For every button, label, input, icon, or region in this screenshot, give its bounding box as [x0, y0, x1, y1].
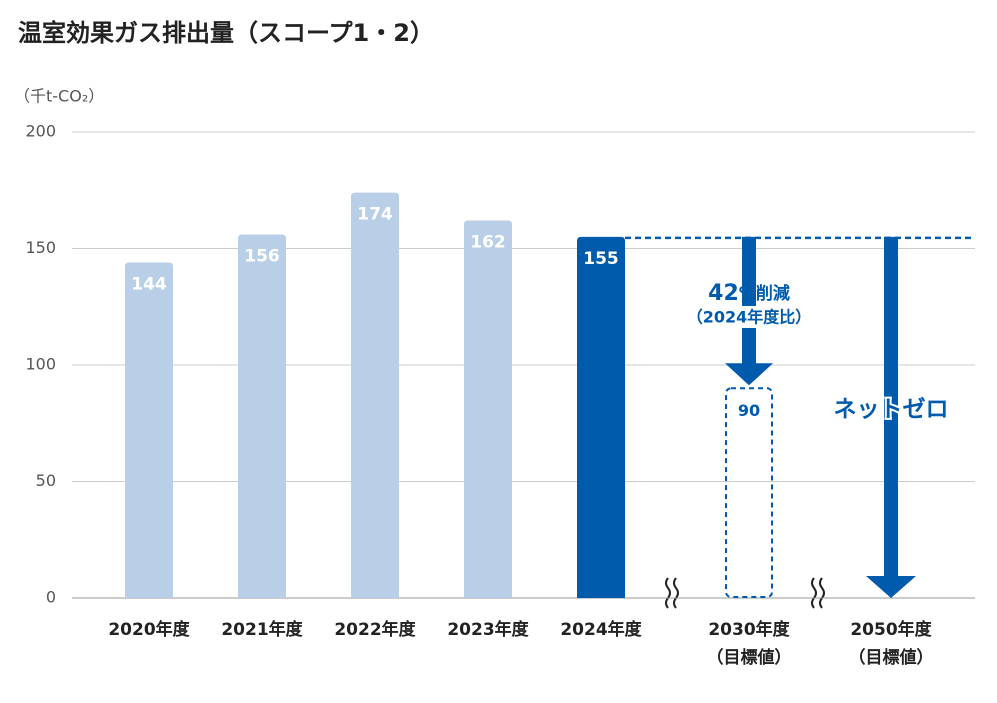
y-tick-label: 150 — [25, 238, 56, 257]
axis-breaks — [665, 577, 825, 609]
reduction-label: 42%削減 — [708, 281, 790, 306]
data-label: 162 — [470, 233, 506, 253]
y-tick-label: 200 — [25, 122, 56, 141]
y-unit: （千t-CO₂） — [14, 87, 104, 106]
data-label: 174 — [357, 205, 393, 225]
x-tick-note: （目標値） — [707, 647, 792, 668]
break — [819, 577, 825, 609]
x-tick-label: 2030年度 — [708, 619, 790, 640]
data-label: 144 — [131, 274, 167, 294]
data-label: 90 — [738, 401, 760, 420]
x-tick-label: 2023年度 — [447, 619, 529, 640]
break — [665, 577, 671, 609]
bar — [351, 192, 399, 598]
bar — [125, 262, 173, 598]
label-bg — [677, 306, 821, 328]
bar — [238, 234, 286, 598]
reduction-note: （2024年度比） — [687, 308, 812, 327]
data-label: 156 — [244, 247, 280, 267]
y-tick-label: 50 — [36, 471, 56, 490]
net-zero-label: ネットゼロ — [834, 397, 949, 423]
x-tick-label: 2050年度 — [850, 619, 932, 640]
break — [673, 577, 679, 609]
x-tick-label: 2021年度 — [221, 619, 303, 640]
y-tick-label: 100 — [25, 355, 56, 374]
bar — [577, 236, 625, 598]
x-tick-note: （目標値） — [849, 647, 934, 668]
x-tick-label: 2024年度 — [560, 619, 642, 640]
reduction-text: %削減 — [739, 283, 790, 304]
break — [811, 577, 817, 609]
y-tick-label: 0 — [46, 588, 56, 607]
chart-title: 温室効果ガス排出量（スコープ1・2） — [18, 19, 434, 47]
bar — [464, 220, 512, 599]
x-tick-label: 2022年度 — [334, 619, 416, 640]
x-tick-label: 2020年度 — [108, 619, 190, 640]
target-bar — [725, 387, 773, 598]
data-label: 155 — [583, 249, 619, 269]
reduction-value: 42 — [708, 281, 739, 306]
net-zero-arrow — [866, 236, 916, 598]
